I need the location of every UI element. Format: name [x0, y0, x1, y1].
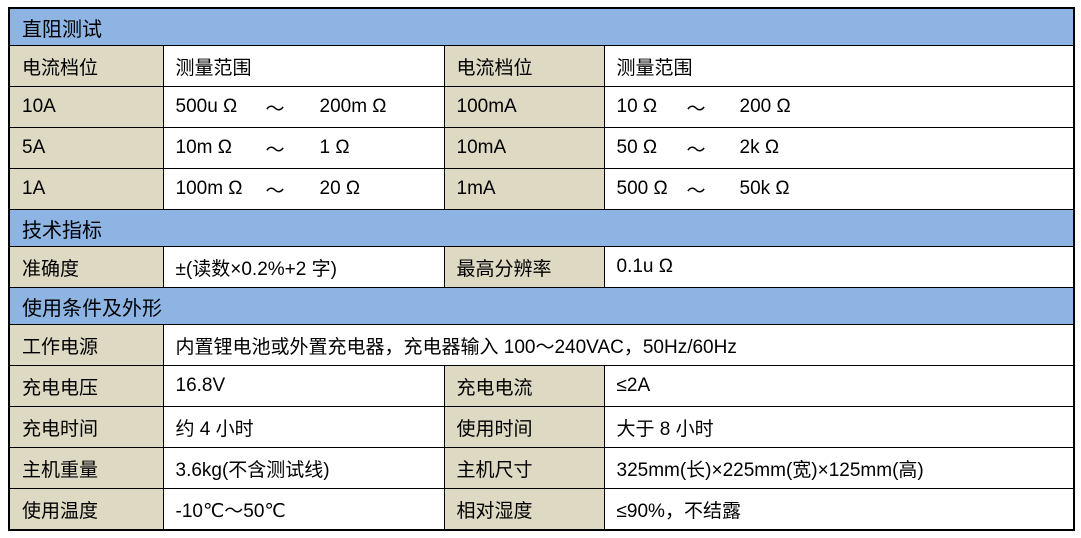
- spec-label-power-supply: 工作电源: [8, 324, 164, 366]
- spec-label: 相对湿度: [443, 488, 605, 531]
- spec-value-resolution: 0.1u Ω: [603, 246, 1075, 288]
- current-range-label: 10mA: [443, 127, 605, 169]
- column-header-current-range-1: 电流档位: [8, 45, 164, 87]
- range-separator: ～: [686, 180, 706, 202]
- spec-value-power-supply: 内置锂电池或外置充电器，充电器输入 100～240VAC，50Hz/60Hz: [162, 324, 1075, 366]
- measure-range-value: 10m Ω ～ 1 Ω: [162, 127, 445, 169]
- spec-label: 充电电流: [443, 365, 605, 407]
- spec-label: 充电电压: [8, 365, 164, 407]
- current-range-label: 10A: [8, 86, 164, 128]
- column-header-current-range-2: 电流档位: [443, 45, 605, 87]
- range-to: 50k Ω: [739, 178, 790, 199]
- spec-label: 使用时间: [443, 406, 605, 448]
- section-title-usage-conditions: 使用条件及外形: [8, 287, 1075, 325]
- table-row: 充电时间 约 4 小时 使用时间 大于 8 小时: [8, 406, 1075, 448]
- range-separator: ～: [686, 98, 706, 120]
- spec-label: 主机重量: [8, 447, 164, 489]
- spec-value: 约 4 小时: [162, 406, 445, 448]
- table-row: 主机重量 3.6kg(不含测试线) 主机尺寸 325mm(长)×225mm(宽)…: [8, 447, 1075, 489]
- spec-value: 大于 8 小时: [603, 406, 1075, 448]
- spec-value-accuracy: ±(读数×0.2%+2 字): [162, 246, 445, 288]
- range-separator: ～: [265, 180, 285, 202]
- spec-value: 16.8V: [162, 365, 445, 407]
- spec-label: 主机尺寸: [443, 447, 605, 489]
- range-from: 500 Ω: [616, 178, 668, 199]
- range-to: 2k Ω: [739, 137, 780, 158]
- table-row: 1A 100m Ω ～ 20 Ω 1mA 500 Ω ～ 50k Ω: [8, 168, 1075, 210]
- spec-label-accuracy: 准确度: [8, 246, 164, 288]
- section-title-dc-test: 直阻测试: [8, 7, 1075, 46]
- range-separator: ～: [265, 139, 285, 161]
- range-from: 50 Ω: [616, 137, 658, 158]
- spec-table: 直阻测试 电流档位 测量范围 电流档位 测量范围 10A 500u Ω ～ 20…: [8, 7, 1075, 531]
- spec-label-resolution: 最高分辨率: [443, 246, 605, 288]
- range-to: 1 Ω: [319, 137, 350, 158]
- current-range-label: 5A: [8, 127, 164, 169]
- spec-value: 325mm(长)×225mm(宽)×125mm(高): [603, 447, 1075, 489]
- table-row: 充电电压 16.8V 充电电流 ≤2A: [8, 365, 1075, 407]
- range-separator: ～: [686, 139, 706, 161]
- range-to: 20 Ω: [319, 178, 361, 199]
- range-from: 10m Ω: [175, 137, 232, 158]
- table-row: 10A 500u Ω ～ 200m Ω 100mA 10 Ω ～ 200 Ω: [8, 86, 1075, 128]
- measure-range-value: 50 Ω ～ 2k Ω: [603, 127, 1075, 169]
- range-from: 500u Ω: [175, 96, 238, 117]
- table-row: 使用温度 -10℃～50℃ 相对湿度 ≤90%，不结露: [8, 488, 1075, 531]
- table-row: 工作电源 内置锂电池或外置充电器，充电器输入 100～240VAC，50Hz/6…: [8, 324, 1075, 366]
- column-header-measure-range-2: 测量范围: [603, 45, 1075, 87]
- measure-range-value: 500u Ω ～ 200m Ω: [162, 86, 445, 128]
- range-to: 200m Ω: [319, 96, 387, 117]
- table-row: 准确度 ±(读数×0.2%+2 字) 最高分辨率 0.1u Ω: [8, 246, 1075, 288]
- spec-label: 使用温度: [8, 488, 164, 531]
- spec-value: ≤2A: [603, 365, 1075, 407]
- spec-value: 3.6kg(不含测试线): [162, 447, 445, 489]
- spec-value: ≤90%，不结露: [603, 488, 1075, 531]
- range-separator: ～: [265, 98, 285, 120]
- section-title-tech-specs: 技术指标: [8, 209, 1075, 247]
- document-page: 直阻测试 电流档位 测量范围 电流档位 测量范围 10A 500u Ω ～ 20…: [8, 7, 1075, 531]
- range-from: 100m Ω: [175, 178, 243, 199]
- measure-range-value: 100m Ω ～ 20 Ω: [162, 168, 445, 210]
- current-range-label: 1A: [8, 168, 164, 210]
- measure-range-value: 10 Ω ～ 200 Ω: [603, 86, 1075, 128]
- range-to: 200 Ω: [739, 96, 791, 117]
- spec-label: 充电时间: [8, 406, 164, 448]
- table-row: 5A 10m Ω ～ 1 Ω 10mA 50 Ω ～ 2k Ω: [8, 127, 1075, 169]
- column-header-measure-range-1: 测量范围: [162, 45, 445, 87]
- current-range-label: 1mA: [443, 168, 605, 210]
- range-from: 10 Ω: [616, 96, 658, 117]
- measure-range-value: 500 Ω ～ 50k Ω: [603, 168, 1075, 210]
- spec-value: -10℃～50℃: [162, 488, 445, 531]
- current-range-label: 100mA: [443, 86, 605, 128]
